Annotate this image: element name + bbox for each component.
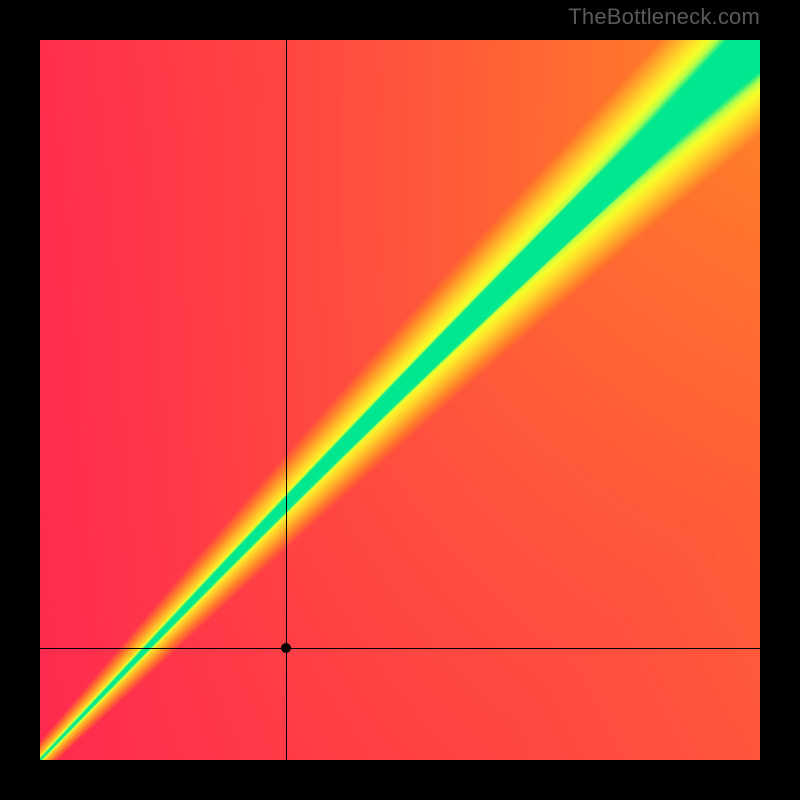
watermark-text: TheBottleneck.com <box>568 4 760 30</box>
crosshair-horizontal-line <box>40 648 760 649</box>
plot-area <box>40 40 760 760</box>
bottleneck-heatmap-canvas <box>40 40 760 760</box>
crosshair-dot <box>281 643 291 653</box>
